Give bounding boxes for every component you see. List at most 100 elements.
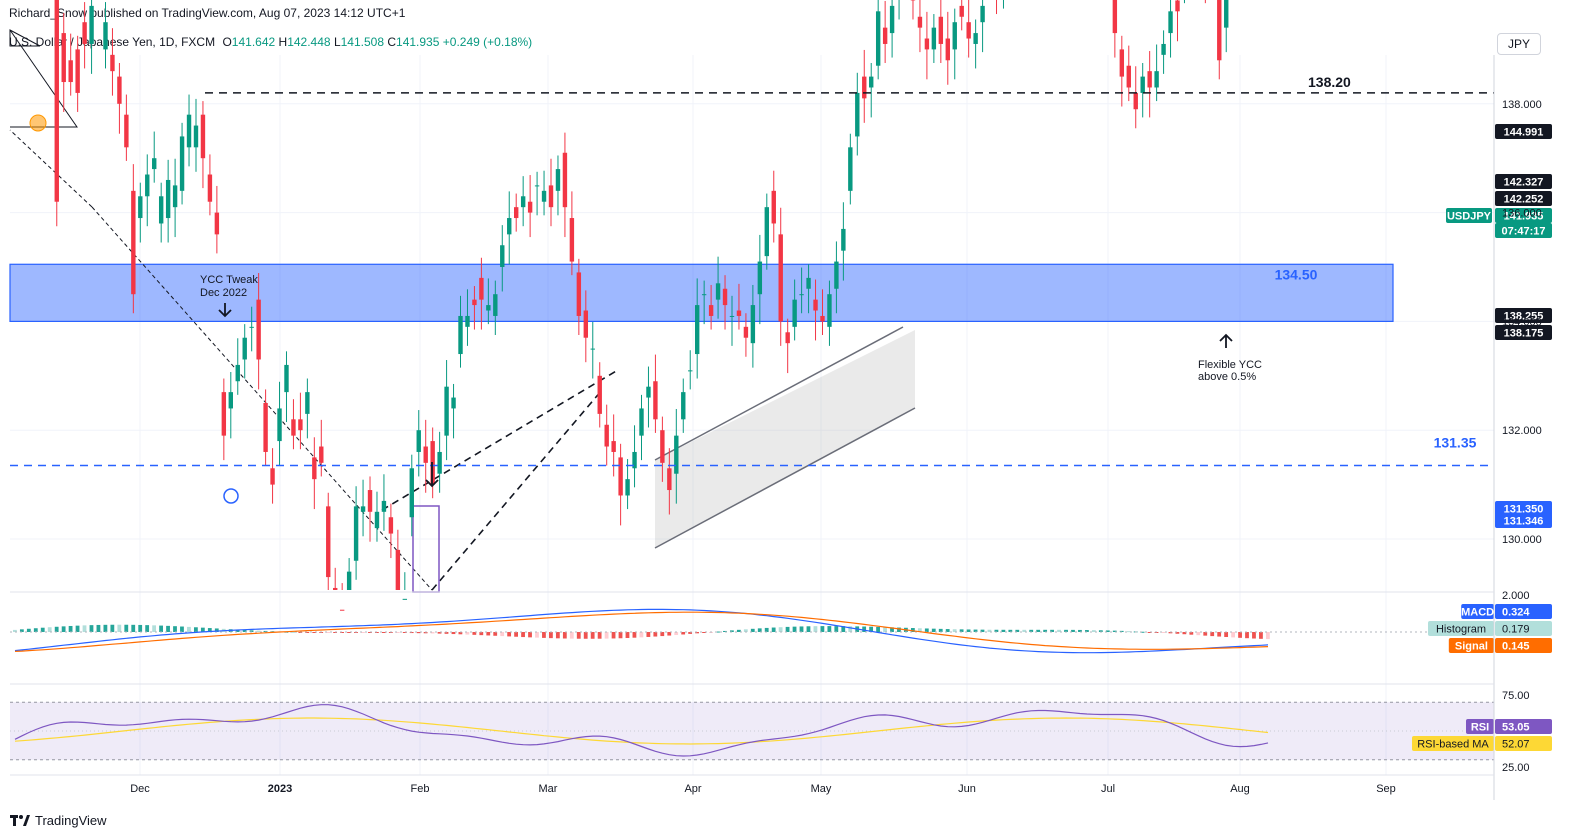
macd-histogram-bar — [1015, 629, 1020, 632]
tradingview-logo-icon — [10, 814, 30, 826]
macd-histogram-bar — [1112, 630, 1117, 632]
macd-histogram-bar — [562, 632, 567, 639]
macd-histogram-bar — [674, 632, 679, 636]
candle-body — [117, 76, 122, 104]
candle-body — [583, 310, 589, 338]
price-label-text: 142.327 — [1504, 177, 1544, 189]
candle-body — [938, 16, 944, 44]
macd-histogram-bar — [1050, 629, 1055, 632]
candle-body — [569, 218, 575, 262]
macd-histogram-bar — [479, 632, 484, 636]
macd-histogram-bar — [980, 629, 985, 632]
candle-body — [186, 114, 192, 148]
rsi-line — [14, 704, 1269, 757]
macd-histogram-bar — [813, 626, 818, 632]
candle-body — [952, 22, 957, 50]
price-label-box — [1495, 124, 1552, 139]
candle-body — [270, 468, 275, 485]
candle-body — [618, 457, 623, 496]
macd-histogram-bar — [834, 626, 839, 632]
candle-body — [152, 158, 157, 170]
candle-body — [625, 479, 630, 496]
macd-histogram-bar — [347, 632, 351, 633]
candle-body — [959, 5, 964, 17]
x-tick-label: Aug — [1230, 783, 1250, 795]
macd-histogram-bar — [40, 627, 45, 632]
candle-body — [848, 147, 853, 191]
support-zone: 134.50 — [9, 263, 1394, 322]
macd-histogram-bar — [611, 632, 616, 639]
macd-histogram-bar — [361, 632, 365, 633]
price-label-text: 138.255 — [1504, 311, 1544, 323]
macd-histogram-bar — [368, 632, 372, 633]
candle-body — [103, 22, 108, 50]
macd-histogram-bar — [96, 624, 101, 632]
rsi-legend-value: 53.05 — [1502, 722, 1530, 734]
candle-body — [869, 76, 874, 88]
rsi-legend-name: RSI — [1471, 722, 1489, 734]
macd-histogram-bar — [827, 626, 832, 632]
candle-body — [360, 506, 366, 512]
macd-histogram-bar — [13, 629, 17, 632]
candle-body — [945, 38, 950, 61]
candle-body — [284, 364, 289, 393]
support-zone-box — [9, 263, 1394, 322]
currency-button[interactable]: JPY — [1497, 33, 1541, 55]
candle-body — [263, 403, 268, 452]
candle-body — [632, 451, 637, 469]
macd-legend-value: 0.324 — [1502, 607, 1530, 619]
macd-histogram-bar — [987, 629, 992, 632]
candle-body — [486, 305, 491, 311]
close-label: C — [387, 35, 397, 49]
macd-histogram-bar — [402, 632, 407, 633]
macd-histogram-bar — [549, 632, 553, 639]
macd-histogram-bar — [166, 625, 170, 632]
candle-body — [771, 190, 776, 224]
macd-histogram-bar — [1071, 629, 1075, 632]
candle-body — [61, 33, 66, 83]
macd-histogram-bar — [757, 628, 762, 632]
macd-histogram-bar — [959, 629, 964, 632]
y-tick-label: 138.000 — [1502, 99, 1542, 111]
macd-histogram-bar — [945, 629, 950, 632]
candle-body — [722, 288, 728, 306]
price-label-text: 138.175 — [1504, 328, 1544, 340]
macd-histogram-bar — [1078, 629, 1082, 632]
macd-histogram-bar — [493, 632, 498, 636]
macd-histogram-bar — [507, 632, 512, 637]
rising-channel-fill — [655, 330, 915, 548]
candle-body — [597, 375, 602, 414]
macd-histogram-bar — [263, 630, 268, 632]
candle-body — [277, 408, 282, 442]
candle-body — [165, 179, 171, 219]
macd-histogram-bar — [1168, 632, 1173, 634]
candle-body — [604, 424, 609, 447]
candle-body — [333, 587, 338, 590]
macd-histogram-bar — [764, 627, 769, 632]
macd-histogram-bar — [528, 632, 532, 638]
candle-body — [346, 571, 352, 590]
candle-body — [882, 27, 888, 44]
macd-histogram-bar — [103, 624, 108, 632]
macd-histogram-bar — [1036, 629, 1041, 632]
candle-body — [743, 326, 749, 338]
candle-body — [395, 549, 401, 590]
candle-body — [660, 430, 665, 463]
macd-histogram-bar — [1217, 632, 1222, 637]
y-tick-label: 136.000 — [1502, 208, 1542, 220]
macd-legend-name: Histogram — [1436, 624, 1486, 636]
annotation-text: Dec 2022 — [200, 287, 247, 299]
macd-histogram-bar — [646, 632, 651, 637]
macd-histogram-bar — [242, 629, 247, 632]
y-tick-label: 134.000 — [1502, 316, 1542, 328]
publisher-header: Richard_Snow published on TradingView.co… — [9, 6, 406, 20]
price-label-text: 131.346 — [1504, 516, 1544, 528]
candle-body — [465, 315, 470, 327]
symbol-info-line: U.S. Dollar / Japanese Yen, 1D, FXCM O14… — [9, 35, 532, 49]
candle-body — [917, 16, 923, 28]
candle-body — [437, 451, 442, 474]
candle-body — [179, 136, 185, 191]
low-label: L — [333, 35, 341, 49]
change-value: +0.249 (+0.18%) — [442, 35, 533, 49]
